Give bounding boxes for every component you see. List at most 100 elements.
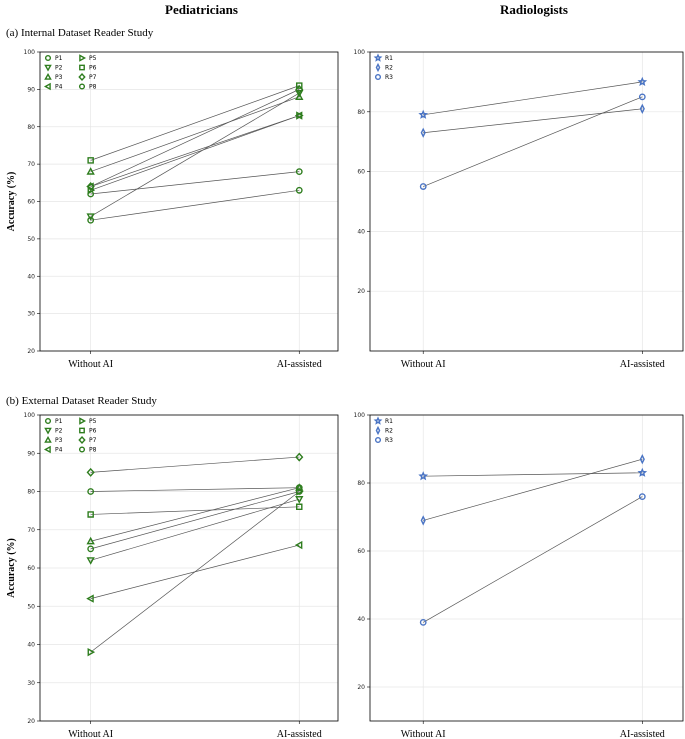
data-point (638, 493, 646, 501)
legend: R1 R2 R3 (373, 53, 393, 81)
data-point (639, 454, 645, 465)
series-line (90, 487, 300, 542)
series-line (90, 491, 300, 550)
chart-external-radiologists: 20 40 60 80 100 Without AI AI-assisted R1 R2 R3 (354, 412, 684, 739)
data-point (295, 90, 304, 98)
data-point (295, 84, 304, 94)
data-point (87, 157, 94, 164)
radiologists-header: Radiologists (500, 2, 568, 17)
series-line (90, 115, 300, 191)
legend-marker (375, 62, 381, 73)
grid (370, 51, 683, 351)
legend-marker (78, 446, 86, 453)
x-tick-label: Without AI (401, 729, 446, 739)
data-point (296, 111, 304, 120)
x-tick-label: AI-assisted (620, 729, 665, 739)
y-tick-label: 60 (27, 565, 35, 572)
series-p7 (86, 84, 304, 192)
legend-marker (79, 64, 85, 71)
legend-marker (44, 54, 52, 62)
data-point (87, 511, 94, 518)
series-r3 (419, 493, 646, 626)
series-line (90, 491, 300, 653)
x-tick-label: Without AI (68, 359, 113, 370)
series-line (423, 458, 643, 521)
y-axis-label: Accuracy (%) (6, 538, 17, 598)
data-point (420, 515, 426, 526)
series-line (90, 498, 300, 561)
legend-label: P4 (55, 447, 63, 454)
legend-label: P6 (89, 428, 97, 435)
legend-label: P6 (89, 65, 97, 72)
y-tick-label: 20 (357, 684, 365, 691)
series-line (423, 472, 643, 477)
series-p8 (87, 488, 303, 553)
legend-label: P7 (89, 437, 97, 444)
legend-label: P5 (89, 418, 97, 425)
x-tick-label: AI-assisted (277, 359, 322, 370)
y-tick-label: 80 (27, 124, 35, 131)
series-line (90, 189, 300, 221)
y-tick-label: 80 (357, 109, 365, 116)
y-tick-label: 90 (27, 86, 35, 93)
y-axis-label: Accuracy (%) (6, 172, 17, 232)
legend: P1 P2 P3 P4 P5 P6 P7 P8 (43, 54, 97, 91)
series-line (90, 89, 300, 187)
legend-marker (78, 435, 86, 445)
legend-label: P1 (55, 55, 63, 62)
series-line (90, 85, 300, 161)
data-point (638, 93, 646, 101)
series-p2 (86, 496, 304, 565)
y-tick-label: 20 (27, 718, 35, 725)
y-tick-label: 100 (24, 49, 36, 56)
y-tick-label: 30 (27, 311, 35, 318)
legend-label: R1 (385, 55, 393, 62)
data-point (86, 536, 95, 545)
legend-marker (79, 54, 87, 62)
data-point (295, 452, 304, 462)
legend-marker (374, 436, 382, 444)
legend-marker (44, 72, 52, 80)
series-r3 (419, 93, 646, 190)
y-tick-label: 90 (27, 450, 35, 457)
section-a-title: (a) Internal Dataset Reader Study (6, 27, 154, 39)
y-tick-label: 100 (354, 412, 366, 419)
plot-frame (369, 414, 684, 722)
series-r1 (418, 76, 648, 119)
y-tick-label: 80 (357, 480, 365, 487)
series-line (423, 496, 643, 623)
data-point (87, 488, 95, 495)
y-tick-label: 70 (27, 161, 35, 168)
data-point (295, 488, 303, 495)
x-tick-label: AI-assisted (277, 729, 322, 739)
y-tick-label: 70 (27, 527, 35, 534)
series-p4 (86, 111, 303, 191)
y-tick-label: 30 (27, 680, 35, 687)
pediatricians-header: Pediatricians (165, 2, 238, 17)
chart-internal-pediatricians: 20 30 40 50 60 70 80 90 100 Without AI AI-assisted… (6, 49, 339, 370)
data-point (418, 109, 429, 119)
series-p6 (87, 503, 303, 518)
data-point (639, 103, 645, 114)
legend-label: R3 (385, 437, 393, 444)
legend-label: P4 (55, 84, 63, 91)
data-point (86, 594, 94, 603)
y-tick-label: 60 (27, 199, 35, 206)
y-tick-label: 60 (357, 169, 365, 176)
legend-marker (44, 435, 52, 443)
legend-marker (79, 417, 87, 425)
legend-marker (44, 417, 52, 425)
y-tick-label: 100 (24, 412, 36, 419)
legend-marker (79, 427, 85, 434)
series-p5 (87, 111, 304, 195)
chart-external-pediatricians: 20 30 40 50 60 70 80 90 100 Without AI AI-assisted… (6, 412, 339, 739)
y-tick-label: 20 (357, 288, 365, 295)
legend-label: P3 (55, 74, 63, 81)
data-point (295, 92, 304, 100)
legend-label: P3 (55, 437, 63, 444)
series-line (90, 115, 300, 187)
series-line (90, 96, 300, 172)
legend-marker (78, 83, 86, 90)
series-line (423, 96, 643, 187)
section-b-title: (b) External Dataset Reader Study (6, 395, 157, 407)
